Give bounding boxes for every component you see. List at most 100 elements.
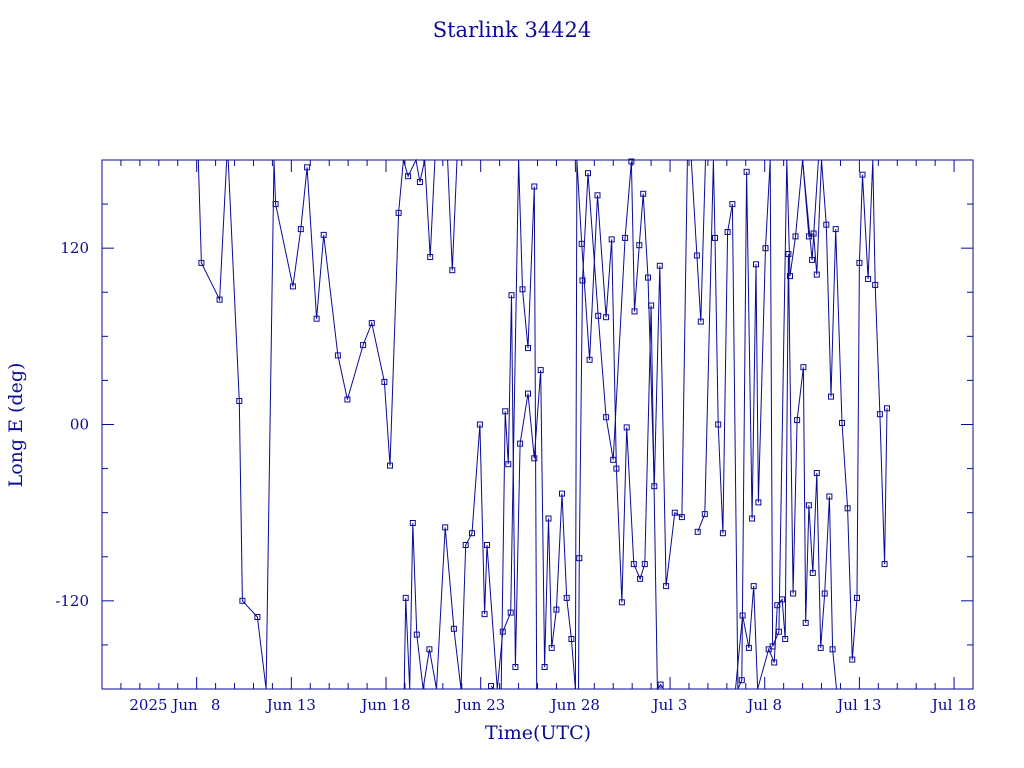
data-point	[701, 511, 708, 518]
x-tick-label: Jun 23	[454, 696, 505, 714]
data-point	[508, 292, 515, 299]
data-point	[821, 590, 828, 597]
data-point	[630, 561, 637, 568]
data-point	[782, 636, 789, 642]
data-point	[693, 252, 700, 259]
data-point	[823, 221, 830, 228]
data-point	[656, 262, 663, 269]
data-point	[745, 644, 752, 651]
data-point	[531, 183, 538, 190]
x-tick-label: Jun 28	[549, 696, 600, 714]
data-point	[613, 465, 620, 472]
x-tick-label: 2025 Jun	[129, 696, 198, 714]
data-point	[678, 514, 685, 521]
data-point	[272, 201, 279, 208]
data-point	[881, 561, 888, 568]
data-point	[499, 628, 506, 635]
data-point	[578, 240, 585, 247]
tick-labels: 2025 Jun 8 Jun 13 Jun 18 Jun 23 Jun 28 Jul 3 Ju…	[55, 239, 976, 714]
data-point	[872, 281, 879, 288]
data-point	[289, 283, 296, 290]
data-point	[762, 245, 769, 252]
x-tick-label: Jul 3	[651, 696, 688, 714]
x-tick-label: Jul 13	[835, 696, 881, 714]
track-line-1	[197, 158, 458, 690]
data-point	[576, 555, 583, 562]
data-point	[792, 233, 799, 240]
data-point	[505, 461, 512, 468]
data-point	[817, 644, 824, 651]
data-point	[810, 230, 817, 237]
ground-track-lines	[197, 158, 888, 691]
data-point	[794, 417, 801, 424]
data-point	[724, 229, 731, 235]
data-point	[813, 271, 820, 278]
data-point	[236, 398, 243, 404]
data-point	[553, 606, 560, 613]
data-point	[787, 273, 793, 280]
data-point	[297, 226, 304, 233]
data-point	[484, 542, 490, 548]
data-point	[594, 192, 601, 199]
data-point	[774, 602, 781, 609]
data-point	[648, 302, 655, 309]
data-point	[198, 259, 205, 266]
data-point	[697, 318, 704, 325]
data-point	[395, 209, 402, 216]
data-point	[631, 308, 638, 315]
data-point	[254, 614, 261, 620]
data-point	[517, 440, 524, 447]
data-point	[651, 483, 658, 490]
data-point	[334, 352, 341, 359]
data-point	[865, 276, 872, 282]
data-point	[712, 234, 718, 241]
data-point	[785, 251, 792, 257]
data-point	[839, 420, 845, 426]
data-point	[775, 628, 782, 635]
data-point	[739, 612, 746, 619]
data-point	[525, 345, 531, 352]
data-point	[344, 396, 351, 403]
ground-track-points	[198, 158, 890, 690]
data-point	[537, 367, 544, 374]
data-point	[320, 231, 327, 238]
data-point	[828, 393, 834, 400]
data-point	[715, 421, 722, 428]
data-point	[381, 378, 388, 385]
x-tick-label: Jul 8	[745, 696, 782, 714]
data-point	[442, 524, 449, 531]
data-point	[749, 515, 756, 522]
data-point	[531, 455, 538, 462]
data-point	[719, 530, 726, 537]
data-point	[449, 267, 456, 274]
data-point	[663, 583, 670, 590]
data-point	[856, 259, 863, 266]
data-point	[481, 611, 488, 618]
data-point	[640, 190, 647, 197]
data-point	[849, 656, 856, 663]
data-point	[488, 683, 494, 690]
track-line-7	[802, 159, 888, 660]
data-point	[608, 236, 615, 243]
data-point	[586, 356, 593, 363]
y-tick-label: 120	[60, 239, 89, 257]
x-tick-label: Jun 13	[265, 696, 316, 714]
data-point	[743, 168, 750, 175]
data-point	[829, 646, 836, 653]
data-point	[405, 173, 412, 180]
track-line-5	[697, 159, 819, 690]
data-point	[636, 242, 643, 249]
data-point	[671, 509, 678, 516]
data-point	[519, 286, 526, 293]
data-point	[854, 594, 860, 601]
data-point	[826, 493, 833, 500]
data-point	[657, 681, 664, 688]
data-point	[502, 408, 509, 415]
track-line-3	[490, 159, 665, 691]
data-point	[313, 315, 320, 322]
x-tick-label: Jun 18	[359, 696, 410, 714]
data-point	[427, 254, 434, 260]
data-point	[641, 561, 648, 568]
data-point	[559, 490, 565, 497]
